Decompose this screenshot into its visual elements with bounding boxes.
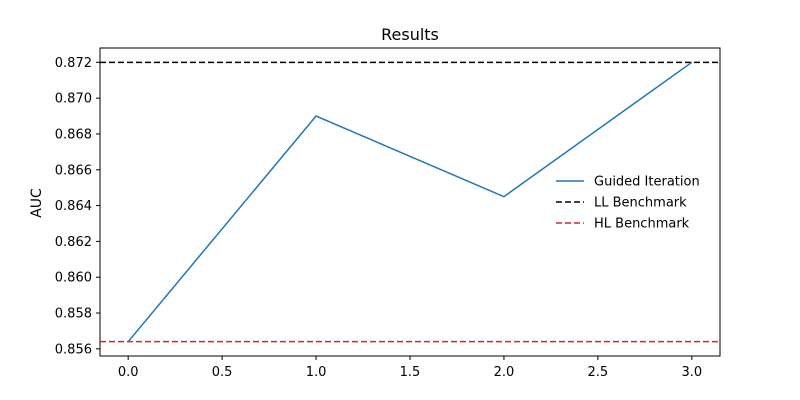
x-tick-label: 2.0 bbox=[494, 365, 515, 380]
chart-title: Results bbox=[381, 25, 439, 44]
y-tick-label: 0.856 bbox=[55, 342, 92, 357]
y-tick-label: 0.862 bbox=[55, 235, 92, 250]
x-tick-label: 1.5 bbox=[400, 365, 421, 380]
x-tick-label: 0.0 bbox=[118, 365, 139, 380]
y-tick-label: 0.870 bbox=[55, 92, 92, 107]
guided-iteration-line bbox=[127, 61, 693, 343]
x-tick-label: 0.5 bbox=[212, 365, 233, 380]
y-tick-label: 0.866 bbox=[55, 163, 92, 178]
y-axis-title: AUC bbox=[29, 188, 45, 218]
legend-label: LL Benchmark bbox=[594, 196, 687, 211]
y-tick-label: 0.868 bbox=[55, 127, 92, 142]
y-tick-label: 0.864 bbox=[55, 199, 92, 214]
x-tick-label: 3.0 bbox=[681, 365, 702, 380]
legend-label: Guided Iteration bbox=[594, 175, 700, 190]
x-tick-label: 1.0 bbox=[306, 365, 327, 380]
plot-area: 0.0 0.5 1.0 1.5 2.0 2.5 3.0 0.856 0.858 0.860 0.86… bbox=[55, 47, 721, 380]
legend-label: HL Benchmark bbox=[594, 217, 690, 232]
x-tick-label: 2.5 bbox=[588, 365, 609, 380]
y-tick-label: 0.860 bbox=[55, 271, 92, 286]
y-tick-label: 0.872 bbox=[55, 56, 92, 71]
y-tick-label: 0.858 bbox=[55, 307, 92, 322]
